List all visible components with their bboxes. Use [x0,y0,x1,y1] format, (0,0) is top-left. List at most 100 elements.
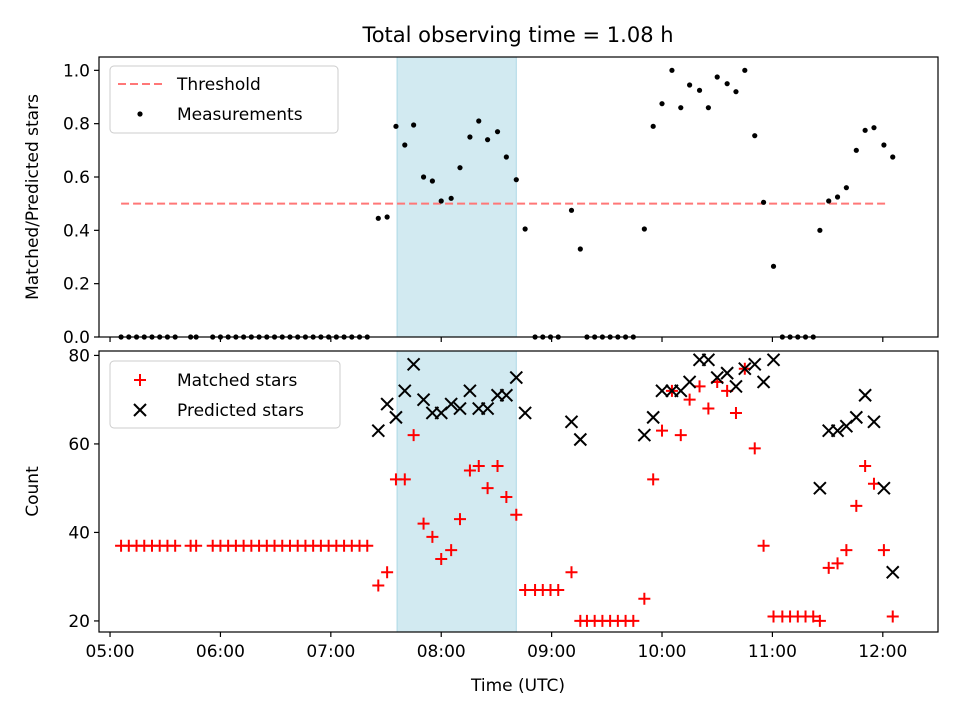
matched-point [435,552,448,565]
ratio-panel: 0.0 0.2 0.4 0.6 0.8 1.0 Matched/Predicted sta… [23,56,939,348]
predicted-point [463,384,477,398]
predicted-point [509,370,523,385]
legend-predicted-label: Predicted stars [177,401,304,421]
matched-point [453,513,466,526]
predicted-point [518,406,532,420]
y-axis-label: Matched/Predicted stars [23,94,43,300]
matched-point [840,544,853,557]
predicted-point [766,353,781,367]
measurement-point [429,178,435,184]
matched-point [748,442,761,455]
matched-point [693,380,706,393]
matched-point [565,566,578,579]
predicted-point [371,423,386,438]
measurement-point [752,133,758,139]
measurement-point [659,101,665,107]
matched-point [361,539,374,552]
y-tick-label: 60 [68,435,90,455]
matched-point [877,544,890,557]
matched-point [807,610,820,623]
matched-points [115,362,899,627]
measurement-point [476,118,482,124]
measurement-point [826,198,832,204]
matched-point [822,561,835,574]
matched-point [445,544,458,557]
measurement-point [457,165,463,171]
predicted-point [453,401,467,416]
matched-point [831,557,844,570]
legend-measurement-swatch [137,111,143,117]
matched-point [850,499,863,512]
predicted-point [564,415,579,429]
legend-predicted-swatch [133,403,147,417]
predicted-point [499,388,514,402]
measurement-point [494,129,501,135]
measurement-point [448,195,454,201]
measurement-point [843,185,849,191]
measurement-point [484,137,491,143]
predicted-point [398,384,412,398]
matched-point [407,429,420,442]
measurement-point [393,123,399,129]
predicted-point [380,397,394,411]
matched-point [683,393,696,406]
matched-point [472,460,485,473]
measurement-point [714,74,720,80]
predicted-point [738,361,752,376]
predicted-point [867,415,881,429]
legend: Threshold Measurements [109,65,339,134]
matched-point [638,592,651,605]
measurement-point [834,194,841,200]
predicted-point [389,410,403,425]
legend-matched-label: Matched stars [177,371,297,391]
matched-point [491,460,504,473]
matched-point [757,539,770,552]
y-tick-label: 80 [68,346,90,366]
legend-threshold-label: Threshold [176,75,261,95]
predicted-point [729,379,743,394]
matched-point [463,464,476,477]
measurement-point [687,82,693,88]
measurement-point [375,215,381,221]
measurement-point [650,123,656,129]
measurement-point [669,67,675,73]
measurement-point [696,87,703,93]
predicted-point [444,397,458,411]
predicted-point [573,432,588,447]
matched-point [372,579,385,592]
y-tick-label: 40 [68,523,90,543]
measurement-point [577,246,583,252]
legend-matched-swatch [134,374,146,386]
count-panel: 20 40 60 80 05:00 06:00 07:00 08:00 09:00 10:00 11… [23,346,939,696]
predicted-point [748,357,762,371]
x-tick-label: 06:00 [196,642,245,662]
predicted-point [701,353,716,367]
y-tick-label: 0.6 [63,168,90,188]
y-tick-label: 20 [68,612,90,632]
matched-point [627,614,640,627]
matched-point [426,530,439,543]
y-tick-label: 0.0 [63,328,90,348]
legend-measurement-label: Measurements [177,105,303,125]
y-axis-label: Count [23,466,43,517]
predicted-point [406,357,421,371]
measurement-point [678,105,684,111]
predicted-point [813,481,827,495]
measurement-point [467,134,473,140]
matched-point [702,402,715,415]
x-axis-label: Time (UTC) [470,676,565,696]
predicted-points [371,353,900,579]
measurement-point [881,142,887,148]
predicted-point [858,388,872,402]
predicted-point [416,392,431,407]
matched-point [417,517,430,530]
measurement-point [641,226,647,232]
matched-point [674,429,687,442]
matched-point [656,424,669,437]
chart-title: Total observing time = 1.08 h [361,23,673,47]
measurement-point [438,198,444,204]
measurement-point [724,81,730,87]
matched-point [867,477,880,490]
matched-point [481,482,494,495]
